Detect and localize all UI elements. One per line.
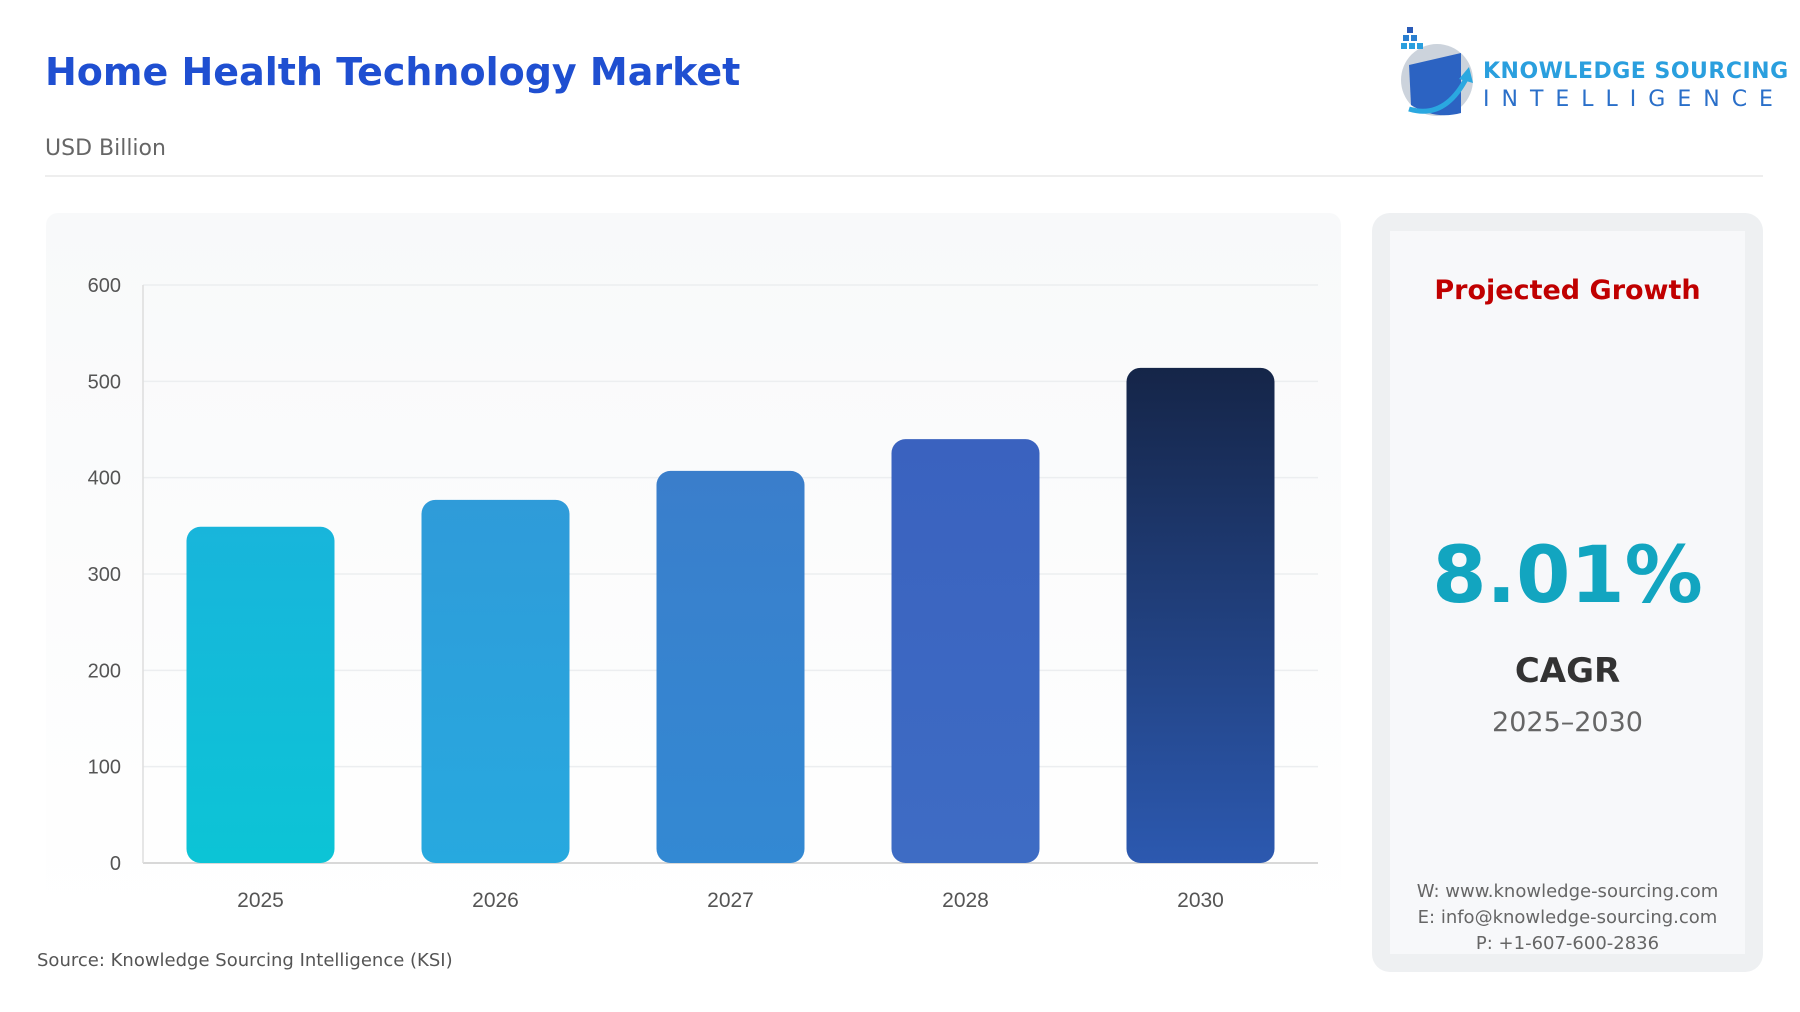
bar-2030 [1126,367,1275,863]
phone-text: P: +1-607-600-2836 [1475,933,1660,954]
x-tick-label: 2027 [707,889,754,912]
bar-2026 [421,499,570,863]
bar-2025 [186,526,335,863]
email-link[interactable]: E: info@knowledge-sourcing.com [1417,907,1718,928]
bar-2028 [891,439,1040,863]
logo-line2: INTELLIGENCE [1483,87,1785,112]
cagr-label: CAGR [1514,651,1621,691]
y-tick-label: 0 [110,853,121,875]
x-tick-label: 2028 [942,889,989,912]
x-tick-label: 2030 [1177,889,1224,912]
y-tick-label: 100 [88,757,121,779]
x-tick-label: 2026 [472,889,519,912]
y-tick-label: 400 [88,468,121,490]
y-tick-label: 600 [88,275,121,297]
y-tick-label: 200 [88,660,121,682]
cagr-period: 2025–2030 [1492,707,1643,738]
cagr-value: 8.01% [1432,531,1703,621]
growth-panel: Projected Growth 8.01% CAGR 2025–2030 W:… [1372,213,1763,972]
logo-line1: KNOWLEDGE SOURCING [1483,59,1789,84]
y-tick-label: 300 [88,564,121,586]
page-title: Home Health Technology Market [45,50,741,94]
x-tick-label: 2025 [237,889,284,912]
logo-globe-icon [1401,27,1473,116]
y-tick-label: 500 [88,371,121,393]
ksi-logo: KNOWLEDGE SOURCING INTELLIGENCE [1395,25,1788,120]
divider [45,175,1763,177]
source-note: Source: Knowledge Sourcing Intelligence … [37,950,453,971]
projected-growth-heading: Projected Growth [1434,275,1701,306]
bar-2027 [656,470,805,863]
website-link[interactable]: W: www.knowledge-sourcing.com [1416,881,1719,902]
contact-info: W: www.knowledge-sourcing.com E: info@kn… [1390,879,1745,957]
unit-subtitle: USD Billion [45,136,166,161]
